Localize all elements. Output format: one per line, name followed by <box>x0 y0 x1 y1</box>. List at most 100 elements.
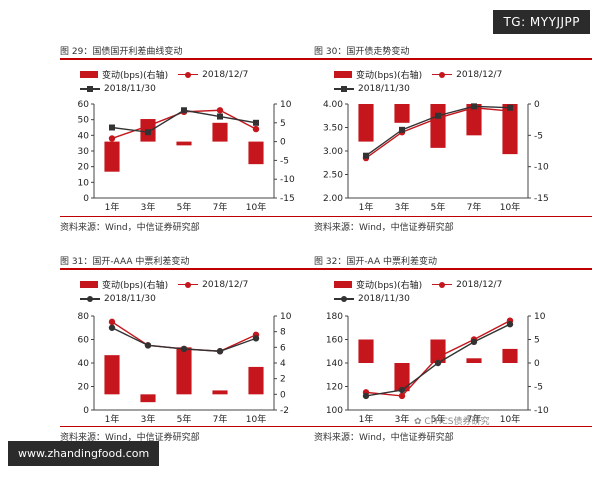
y-tick-label-left: 2.00 <box>323 194 343 204</box>
legend-line-swatch-1207 <box>178 70 199 80</box>
y-tick-label-right: -5 <box>280 156 289 166</box>
legend-row-1: 变动(bps)(右轴) 2018/12/7 <box>80 68 248 81</box>
y-tick-label-right: -2 <box>280 406 289 416</box>
y-tick-label-left: 20 <box>78 383 90 393</box>
point-2018/12/7 <box>216 107 224 114</box>
chart-title: 图 31：国开-AAA 中票利差变动 <box>60 257 190 267</box>
legend-row-1: 变动(bps)(右轴) 2018/12/7 <box>80 278 248 291</box>
y-tick-label-right: 5 <box>280 119 286 129</box>
x-tick-label: 7年 <box>213 413 228 425</box>
x-tick-label: 3年 <box>395 413 410 425</box>
bar-10年 <box>248 366 264 395</box>
x-tick-label: 7年 <box>467 201 482 213</box>
site-url-badge: www.zhandingfood.com <box>8 441 160 466</box>
chart-source: 资料来源：Wind，中信证券研究部 <box>60 433 200 443</box>
legend-line-label-1207: 2018/12/7 <box>456 279 503 290</box>
chart-area: 0 10 20 30 40 50 60 -15 -10 -5 0 5 10 1年 3年 5年 7年 10年 <box>78 100 295 213</box>
y-tick-label-left: 3.50 <box>323 124 343 134</box>
x-tick-label: 1年 <box>105 413 120 425</box>
point-2018/12/7 <box>252 125 260 133</box>
bar-7年 <box>212 122 228 142</box>
point-2018/11/30 <box>399 126 405 133</box>
chart-area: 0 20 40 60 80 -2 0 2 4 6 8 10 1年 3年 5年 7年 10年 <box>78 312 292 425</box>
y-tick-label-right: 2 <box>280 375 286 385</box>
bar-3年 <box>394 104 410 123</box>
legend-line-swatch-1130 <box>80 294 100 304</box>
y-tick-label-right: -10 <box>280 175 295 185</box>
point-2018/11/30 <box>216 348 224 355</box>
bar-1年 <box>104 141 120 172</box>
source-divider <box>60 426 338 427</box>
chart-source: 资料来源：Wind，中信证券研究部 <box>314 433 454 443</box>
y-tick-label-left: 160 <box>326 336 343 346</box>
y-tick-label-right: -10 <box>534 406 549 416</box>
y-tick-label-right: -10 <box>534 163 549 173</box>
y-tick-label-right: -5 <box>534 131 543 141</box>
legend-bar-label: 变动(bps)(右轴) <box>102 281 169 291</box>
point-2018/11/30 <box>507 104 513 111</box>
y-tick-label-left: 0 <box>83 406 89 416</box>
legend-row-2: 2018/11/30 <box>80 294 156 304</box>
y-tick-label-right: -5 <box>534 383 543 393</box>
bar-1年 <box>358 104 374 142</box>
y-tick-label-left: 0 <box>83 194 89 204</box>
bar-5年 <box>430 104 446 148</box>
x-tick-label: 5年 <box>431 413 446 425</box>
x-tick-label: 3年 <box>141 201 156 213</box>
bar-3年 <box>394 363 410 392</box>
chart-panel-29: 图 29：国债国开利差曲线变动 变动(bps)(右轴) 2018/12/7 20… <box>60 44 342 254</box>
y-tick-label-right: -15 <box>534 194 549 204</box>
bar-7年 <box>466 104 482 136</box>
bar-10年 <box>248 141 264 165</box>
legend-line-swatch-1130 <box>334 294 354 304</box>
source-divider <box>314 216 592 217</box>
point-2018/11/30 <box>253 119 259 126</box>
y-tick-label-left: 10 <box>78 178 90 188</box>
title-divider <box>60 58 338 60</box>
legend-line-label-1207: 2018/12/7 <box>456 69 503 80</box>
chart-panel-32: 图 32：国开-AA 中票利差变动 变动(bps)(右轴) 2018/12/7 … <box>314 254 596 464</box>
legend-line-label-1130: 2018/11/30 <box>358 294 410 304</box>
point-2018/11/30 <box>506 321 514 328</box>
y-tick-label-left: 40 <box>78 359 90 369</box>
wechat-icon: ✿ <box>414 417 422 427</box>
y-tick-label-left: 2.50 <box>323 171 343 181</box>
x-tick-label: 7年 <box>213 201 228 213</box>
x-tick-label: 3年 <box>395 201 410 213</box>
y-tick-label-right: 10 <box>534 312 546 322</box>
x-tick-label: 1年 <box>359 413 374 425</box>
legend-row-1: 变动(bps)(右轴) 2018/12/7 <box>334 68 502 81</box>
chart-panel-31: 图 31：国开-AAA 中票利差变动 变动(bps)(右轴) 2018/12/7… <box>60 254 342 464</box>
y-tick-label-right: 6 <box>280 343 286 353</box>
chart-title: 图 29：国债国开利差曲线变动 <box>60 47 183 57</box>
x-tick-label: 7年 <box>467 413 482 425</box>
legend-line-label-1207: 2018/12/7 <box>202 69 249 80</box>
x-tick-label: 10年 <box>500 201 520 213</box>
legend-bar-swatch <box>80 281 98 288</box>
y-tick-label-right: 0 <box>534 359 540 369</box>
legend-row-1: 变动(bps)(右轴) 2018/12/7 <box>334 278 502 291</box>
legend-row-2: 2018/11/30 <box>80 84 156 94</box>
point-2018/12/7 <box>434 353 442 361</box>
legend-bar-label: 变动(bps)(右轴) <box>356 281 423 291</box>
bar-5年 <box>176 141 192 146</box>
chart-area: 100 120 140 160 180 -10 -5 0 5 10 1年 3年 5年 7年 10年 <box>326 312 549 425</box>
chart-panel-30: 图 30：国开债走势变动 变动(bps)(右轴) 2018/12/7 2018/… <box>314 44 596 254</box>
y-tick-label-left: 20 <box>78 163 90 173</box>
point-2018/11/30 <box>109 124 115 131</box>
title-divider <box>314 58 592 60</box>
bar-7年 <box>212 390 228 395</box>
y-tick-label-left: 140 <box>326 359 343 369</box>
point-2018/11/30 <box>470 338 478 346</box>
legend-line-swatch-1207 <box>432 70 453 80</box>
point-2018/12/7 <box>108 318 116 326</box>
y-tick-label-left: 120 <box>326 383 343 393</box>
y-tick-label-left: 3.00 <box>323 147 343 157</box>
legend-line-swatch-1207 <box>432 280 453 290</box>
point-2018/12/7 <box>398 392 406 400</box>
chart-title: 图 30：国开债走势变动 <box>314 47 410 57</box>
point-2018/12/7 <box>144 122 152 130</box>
x-tick-label: 10年 <box>246 201 266 213</box>
y-tick-label-left: 30 <box>78 147 90 157</box>
y-tick-label-left: 180 <box>326 312 343 322</box>
